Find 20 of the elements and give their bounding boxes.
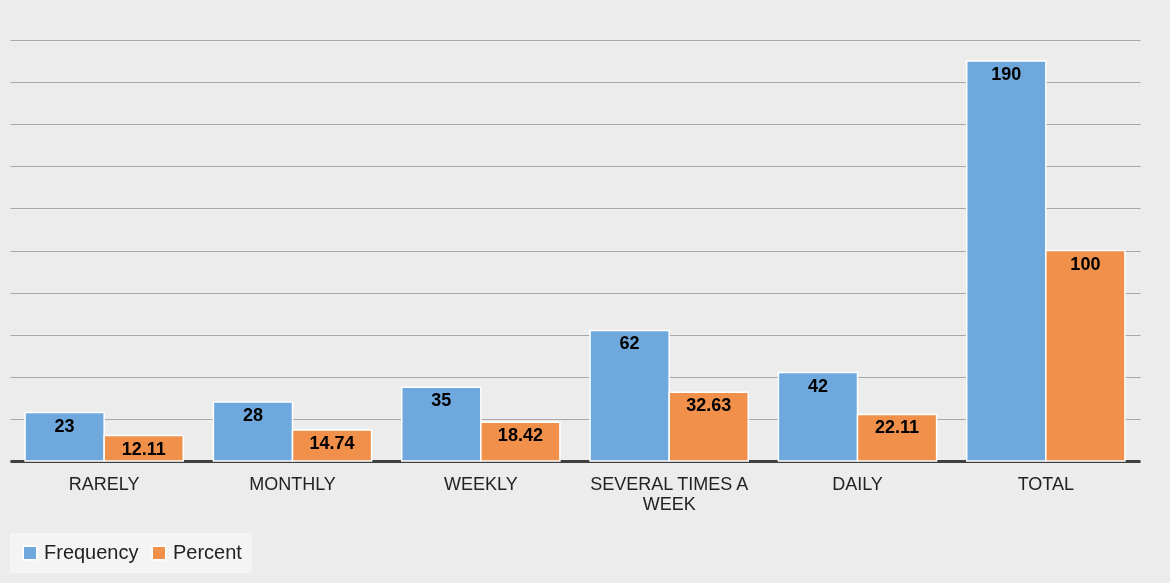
x-tick-label: DAILY — [832, 473, 883, 494]
data-label: 35 — [431, 390, 452, 411]
data-label: 32.63 — [686, 395, 732, 416]
data-label: 42 — [807, 375, 828, 396]
data-label: 22.11 — [875, 417, 920, 438]
data-label: 14.74 — [309, 432, 355, 453]
x-tick-label: RARELY — [68, 473, 140, 494]
x-tick-label: SEVERAL TIMES A WEEK — [590, 473, 749, 514]
x-tick-label: TOTAL — [1017, 473, 1075, 494]
x-tick-label: MONTHLY — [249, 473, 336, 494]
data-label: 23 — [54, 415, 75, 436]
data-label: 190 — [991, 64, 1022, 85]
legend-label: Frequency — [44, 541, 139, 563]
data-label: 28 — [242, 405, 263, 426]
legend-label: Percent — [173, 541, 243, 563]
x-tick-label: WEEKLY — [443, 473, 518, 494]
data-label: 100 — [1070, 253, 1101, 274]
data-label: 18.42 — [497, 425, 543, 446]
data-label: 12.11 — [121, 438, 166, 459]
data-label: 62 — [619, 333, 640, 354]
